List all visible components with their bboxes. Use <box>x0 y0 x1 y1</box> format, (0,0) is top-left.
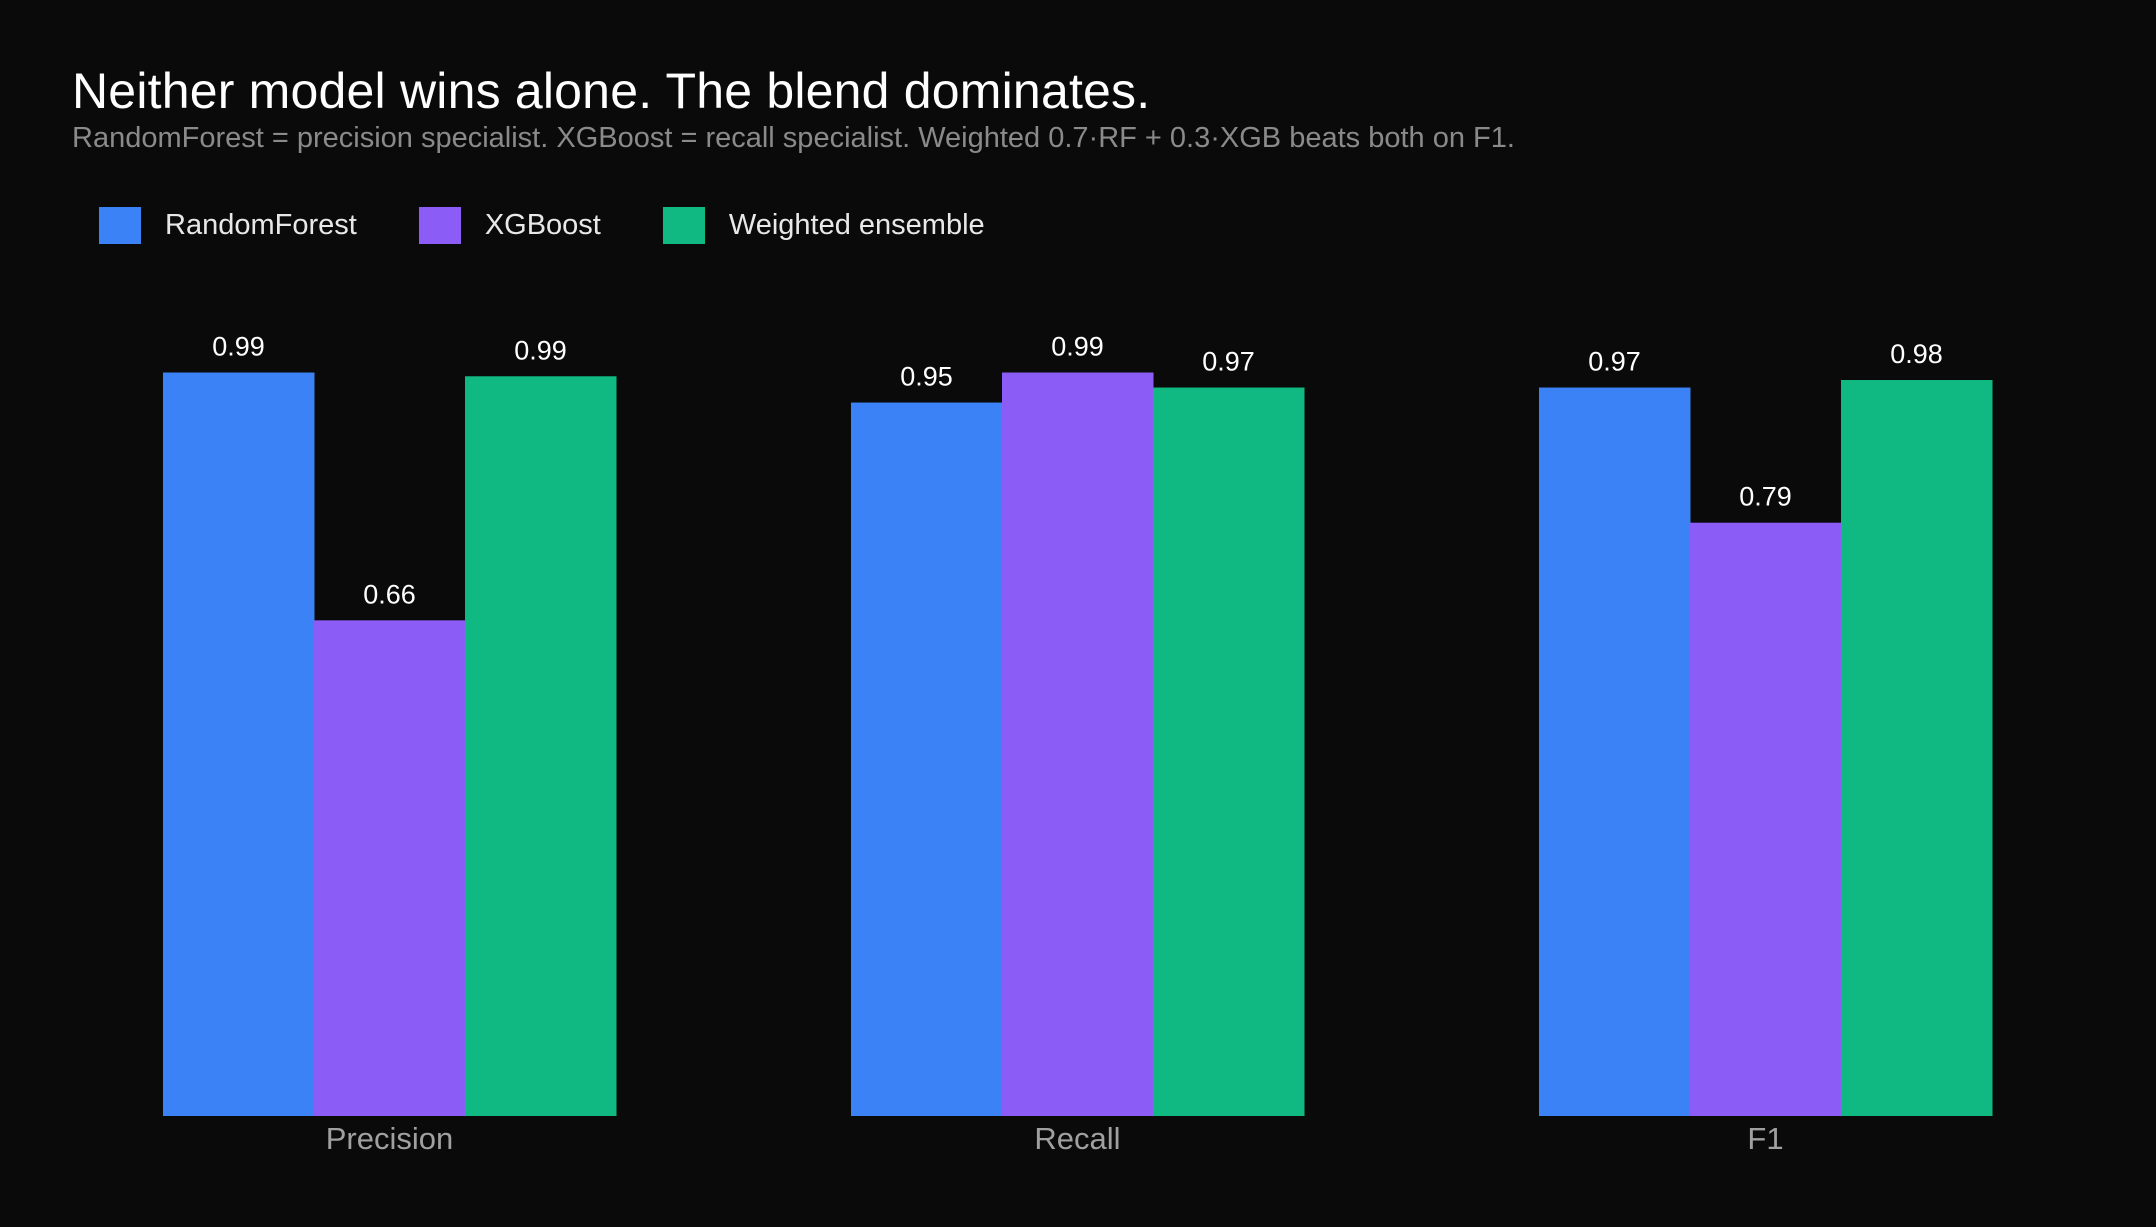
legend-item-weighted-ensemble: Weighted ensemble <box>662 206 985 244</box>
category-label-precision: Precision <box>326 1121 454 1156</box>
bar-randomforest-f1 <box>1539 387 1691 1116</box>
data-label-weighted-ensemble-recall: 0.97 <box>1202 347 1255 377</box>
bar-weighted-ensemble-f1 <box>1841 380 1993 1116</box>
chart-legend: RandomForest XGBoost Weighted ensemble <box>99 205 1047 245</box>
bar-xgboost-recall <box>1002 372 1154 1116</box>
data-label-xgboost-precision: 0.66 <box>363 579 416 609</box>
category-label-f1: F1 <box>1747 1121 1783 1156</box>
legend-swatch-randomforest <box>99 206 141 244</box>
bar-randomforest-recall <box>851 402 1003 1116</box>
data-label-xgboost-f1: 0.79 <box>1739 482 1792 512</box>
legend-item-randomforest: RandomForest <box>99 206 357 244</box>
data-label-randomforest-f1: 0.97 <box>1588 347 1641 377</box>
bar-weighted-ensemble-recall <box>1153 387 1305 1116</box>
bar-xgboost-precision <box>314 620 466 1116</box>
bar-randomforest-precision <box>163 372 315 1116</box>
chart-title: Neither model wins alone. The blend domi… <box>72 63 1151 119</box>
data-label-xgboost-recall: 0.99 <box>1051 332 1104 362</box>
bar-weighted-ensemble-precision <box>465 376 617 1116</box>
legend-label-weighted-ensemble: Weighted ensemble <box>728 208 985 241</box>
bar-xgboost-f1 <box>1690 522 1842 1116</box>
data-label-weighted-ensemble-f1: 0.98 <box>1890 339 1943 369</box>
legend-swatch-xgboost <box>418 206 461 244</box>
data-label-randomforest-precision: 0.99 <box>212 332 265 362</box>
category-label-recall: Recall <box>1034 1121 1120 1156</box>
data-label-randomforest-recall: 0.95 <box>900 362 953 392</box>
legend-swatch-weighted-ensemble <box>662 206 705 244</box>
legend-item-xgboost: XGBoost <box>418 206 601 244</box>
data-label-weighted-ensemble-precision: 0.99 <box>514 335 567 365</box>
legend-label-randomforest: RandomForest <box>165 208 357 241</box>
chart-subtitle: RandomForest = precision specialist. XGB… <box>72 122 1515 154</box>
legend-label-xgboost: XGBoost <box>484 208 601 241</box>
